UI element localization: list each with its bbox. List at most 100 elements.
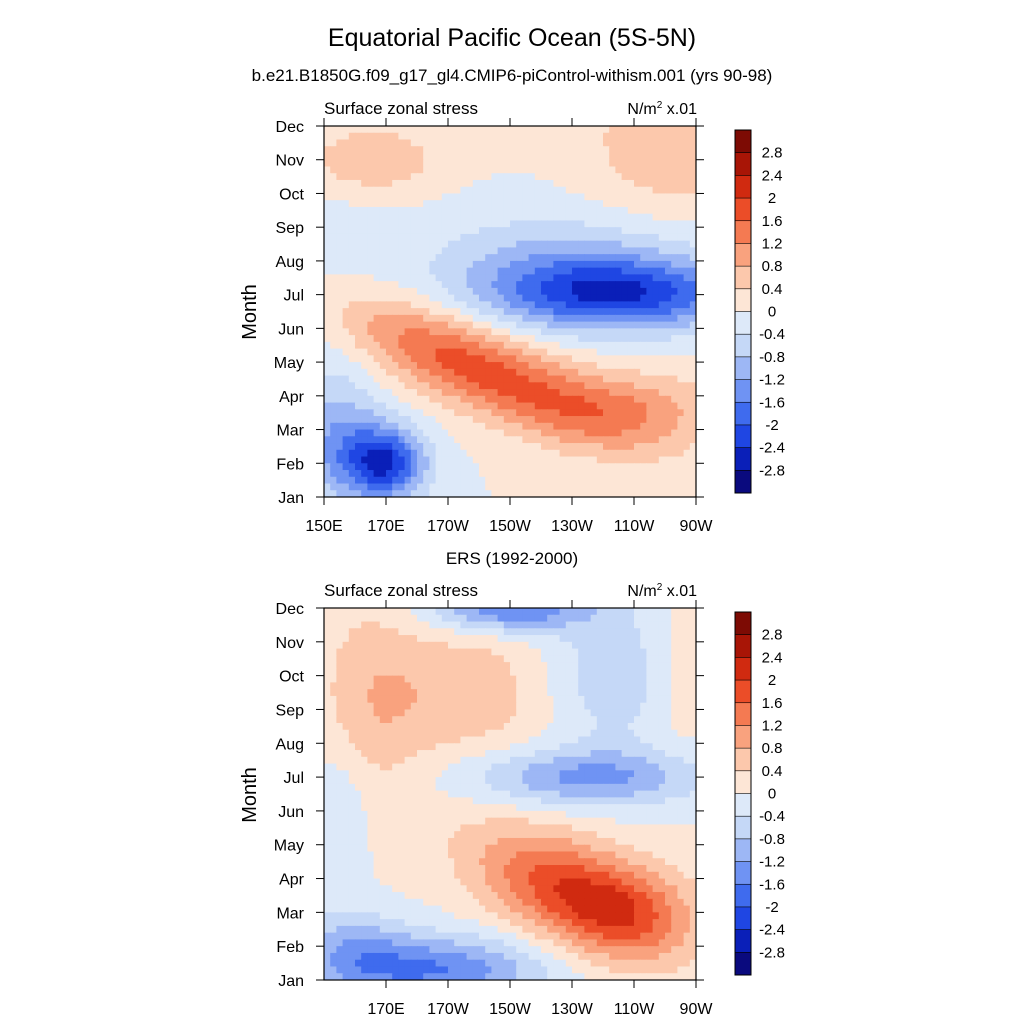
heatmap-cell (634, 152, 641, 161)
heatmap-cell (429, 166, 437, 174)
heatmap-cell (330, 695, 337, 704)
heatmap-cell (677, 675, 685, 683)
heatmap-cell (491, 341, 499, 350)
heatmap-cell (386, 702, 393, 711)
heatmap-cell (634, 294, 641, 302)
heatmap-cell (348, 476, 356, 485)
heatmap-cell (615, 675, 623, 683)
heatmap-cell (429, 260, 437, 269)
heatmap-cell (658, 736, 666, 744)
heatmap-cell (485, 281, 492, 289)
heatmap-cell (404, 409, 412, 417)
heatmap-cell (503, 750, 511, 758)
heatmap-cell (373, 152, 381, 161)
heatmap-cell (677, 314, 685, 323)
heatmap-cell (479, 689, 486, 697)
heatmap-cell (367, 281, 375, 289)
heatmap-cell (559, 139, 567, 147)
heatmap-cell (404, 668, 412, 677)
heatmap-cell (361, 233, 368, 242)
heatmap-cell (491, 668, 499, 677)
heatmap-cell (565, 287, 573, 296)
heatmap-cell (541, 375, 548, 383)
heatmap-cell (373, 716, 381, 724)
heatmap-cell (460, 126, 468, 134)
heatmap-cell (652, 233, 660, 242)
heatmap-cell (348, 193, 356, 201)
heatmap-cell (683, 662, 691, 670)
heatmap-cell (516, 395, 523, 404)
heatmap-cell (373, 743, 381, 751)
heatmap-cell (565, 233, 573, 242)
heatmap-cell (348, 301, 356, 309)
heatmap-cell (646, 200, 654, 208)
heatmap-cell (491, 395, 499, 404)
heatmap-cell (658, 321, 666, 329)
heatmap-cell (553, 436, 561, 444)
heatmap-cell (485, 368, 492, 377)
heatmap-cell (448, 287, 455, 296)
heatmap-cell (429, 213, 437, 222)
heatmap-cell (392, 662, 399, 670)
heatmap-cell (658, 382, 666, 390)
heatmap-cell (472, 193, 480, 201)
heatmap-cell (423, 736, 430, 744)
heatmap-cell (640, 743, 647, 751)
heatmap-cell (348, 267, 356, 275)
heatmap-cell (578, 695, 585, 704)
heatmap-cell (472, 227, 480, 235)
heatmap-cell (367, 348, 375, 356)
heatmap-cell (392, 321, 399, 329)
heatmap-cell (615, 240, 623, 249)
heatmap-cell (547, 267, 554, 275)
heatmap-cell (541, 389, 548, 397)
heatmap-cell (621, 470, 629, 478)
heatmap-cell (516, 682, 523, 690)
heatmap-cell (417, 756, 424, 765)
heatmap-cell (472, 635, 480, 643)
heatmap-cell (460, 662, 468, 670)
heatmap-cell (528, 139, 536, 147)
heatmap-cell (417, 648, 424, 656)
heatmap-cell (634, 668, 641, 677)
heatmap-cell (441, 483, 449, 491)
heatmap-cell (324, 736, 331, 744)
heatmap-cell (386, 341, 393, 350)
heatmap-cell (379, 247, 387, 255)
heatmap-cell (348, 662, 356, 670)
heatmap-cell (503, 682, 511, 690)
heatmap-cell (330, 146, 337, 154)
heatmap-cell (423, 179, 430, 188)
heatmap-cell (410, 635, 418, 643)
heatmap-cell (454, 436, 461, 444)
heatmap-cell (410, 382, 418, 390)
heatmap-cell (615, 281, 623, 289)
heatmap-cell (423, 395, 430, 404)
heatmap-cell (578, 436, 585, 444)
heatmap-cell (671, 287, 678, 296)
heatmap-cell (503, 254, 511, 262)
heatmap-cell (491, 227, 499, 235)
heatmap-cell (609, 463, 616, 471)
heatmap-cell (665, 443, 672, 451)
heatmap-cell (423, 294, 430, 302)
heatmap-cell (336, 675, 344, 683)
heatmap-cell (404, 186, 412, 195)
heatmap-cell (386, 179, 393, 188)
heatmap-cell (615, 294, 623, 302)
heatmap-cell (429, 126, 437, 134)
heatmap-cell (398, 770, 406, 778)
heatmap-cell (584, 614, 592, 623)
heatmap-cell (379, 200, 387, 208)
heatmap-cell (392, 267, 399, 275)
heatmap-cell (621, 321, 629, 329)
heatmap-cell (671, 206, 678, 215)
heatmap-cell (689, 668, 696, 677)
heatmap-cell (596, 689, 604, 697)
heatmap-cell (640, 395, 647, 404)
heatmap-cell (590, 614, 598, 623)
heatmap-cell (373, 675, 381, 683)
heatmap-cell (534, 159, 542, 168)
heatmap-cell (423, 668, 430, 677)
heatmap-cell (634, 756, 641, 765)
